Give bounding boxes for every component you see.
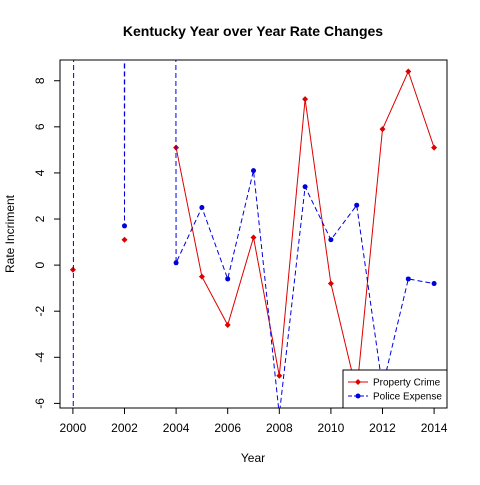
data-point <box>276 372 283 379</box>
y-tick-label: -2 <box>33 306 47 317</box>
data-point <box>354 202 360 208</box>
data-point <box>224 322 231 329</box>
legend-label: Property Crime <box>373 378 441 389</box>
y-tick-label: 4 <box>33 169 47 176</box>
y-tick-label: 6 <box>33 123 47 130</box>
legend-label: Police Expense <box>373 392 442 403</box>
x-tick-label: 2004 <box>163 421 190 435</box>
legend-marker <box>355 379 361 385</box>
x-tick-label: 2002 <box>111 421 138 435</box>
plot-frame <box>59 59 448 409</box>
data-point <box>302 184 308 190</box>
y-tick-label: -6 <box>33 398 47 409</box>
data-point <box>69 266 76 273</box>
series-line <box>175 70 435 392</box>
y-tick-label: -4 <box>33 352 47 363</box>
data-point <box>251 168 256 174</box>
data-point <box>431 281 437 287</box>
data-point <box>250 234 257 241</box>
series-line <box>72 60 435 408</box>
legend-box <box>342 369 448 409</box>
data-point <box>173 260 179 266</box>
x-tick-label: 2008 <box>266 421 293 435</box>
y-tick-label: 8 <box>33 77 47 84</box>
data-point <box>225 276 231 282</box>
y-axis-label: Rate Incriment <box>3 194 17 273</box>
x-tick-label: 2010 <box>318 421 345 435</box>
y-tick-label: 2 <box>33 215 47 222</box>
data-point <box>328 237 334 243</box>
x-axis-label: Year <box>241 451 265 465</box>
chart-title: Kentucky Year over Year Rate Changes <box>123 23 383 39</box>
data-point <box>122 223 127 229</box>
x-tick-label: 2000 <box>60 421 87 435</box>
data-point <box>405 276 411 282</box>
x-tick-label: 2006 <box>214 421 241 435</box>
x-tick-label: 2014 <box>421 421 448 435</box>
y-tick-label: 0 <box>33 261 47 268</box>
data-point <box>199 204 205 210</box>
data-point <box>431 144 438 151</box>
x-tick-label: 2012 <box>369 421 396 435</box>
plot-area <box>69 60 438 408</box>
data-point <box>405 68 412 75</box>
data-point <box>327 280 334 287</box>
data-point <box>302 96 309 103</box>
legend-marker <box>355 393 361 399</box>
data-point <box>121 236 128 243</box>
data-point <box>198 273 205 280</box>
data-point <box>379 126 386 133</box>
